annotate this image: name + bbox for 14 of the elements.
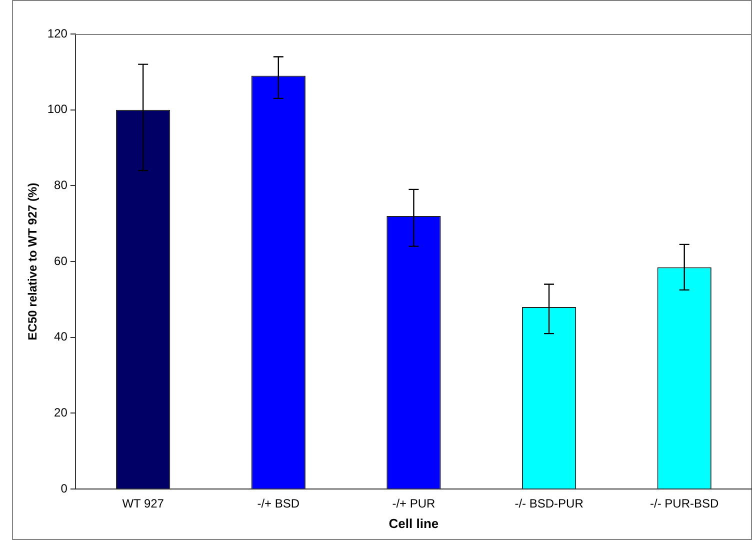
x-tick-label: -/+ BSD: [257, 496, 300, 511]
y-tick-label: 60: [54, 254, 68, 268]
y-tick-label: 120: [47, 26, 68, 40]
y-tick-label: 100: [47, 102, 68, 116]
x-tick-label: WT 927: [122, 496, 164, 511]
y-tick-label: 80: [54, 178, 68, 192]
y-tick-label: 0: [60, 481, 68, 496]
x-axis-title: Cell line: [388, 516, 439, 531]
x-tick-label: -/- PUR-BSD: [650, 496, 720, 511]
y-tick-label: 40: [54, 330, 68, 344]
x-tick-label: -/+ PUR: [392, 496, 436, 511]
y-tick-label: 20: [54, 405, 68, 420]
x-tick-label: -/- BSD-PUR: [514, 496, 584, 511]
y-axis-title: EC50 relative to WT 927 (%): [26, 182, 40, 340]
